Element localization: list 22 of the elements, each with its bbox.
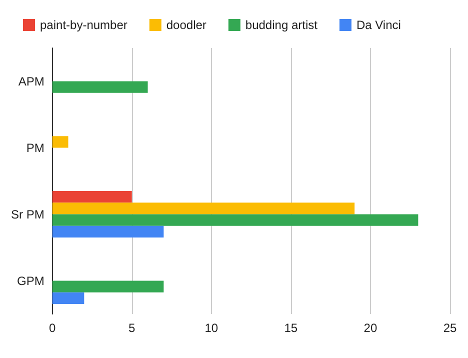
y-tick-label: GPM xyxy=(16,274,44,288)
y-tick-label: Sr PM xyxy=(10,207,44,222)
x-tick-label: 10 xyxy=(204,321,218,335)
x-tick-label: 25 xyxy=(443,321,457,335)
bar xyxy=(52,81,148,93)
bar xyxy=(52,190,132,203)
bar xyxy=(52,136,68,148)
bar xyxy=(52,292,84,304)
legend-label: paint-by-number xyxy=(40,18,128,32)
x-tick-label: 15 xyxy=(284,321,298,335)
legend-label: Da Vinci xyxy=(356,18,401,32)
bar xyxy=(52,214,418,226)
bar xyxy=(52,202,355,214)
bar xyxy=(52,226,164,238)
x-tick-label: 5 xyxy=(128,321,136,335)
legend-label: budding artist xyxy=(245,18,318,32)
legend-label: doodler xyxy=(166,18,206,32)
bar xyxy=(52,280,164,292)
x-tick-label: 0 xyxy=(48,321,56,335)
y-tick-label: PM xyxy=(26,140,44,155)
x-tick-label: 20 xyxy=(364,321,378,335)
y-tick-label: APM xyxy=(18,74,44,88)
